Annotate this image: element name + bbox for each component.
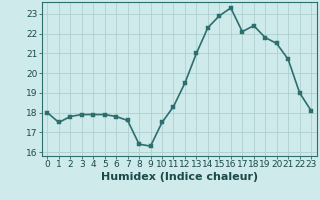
X-axis label: Humidex (Indice chaleur): Humidex (Indice chaleur) [100,172,258,182]
